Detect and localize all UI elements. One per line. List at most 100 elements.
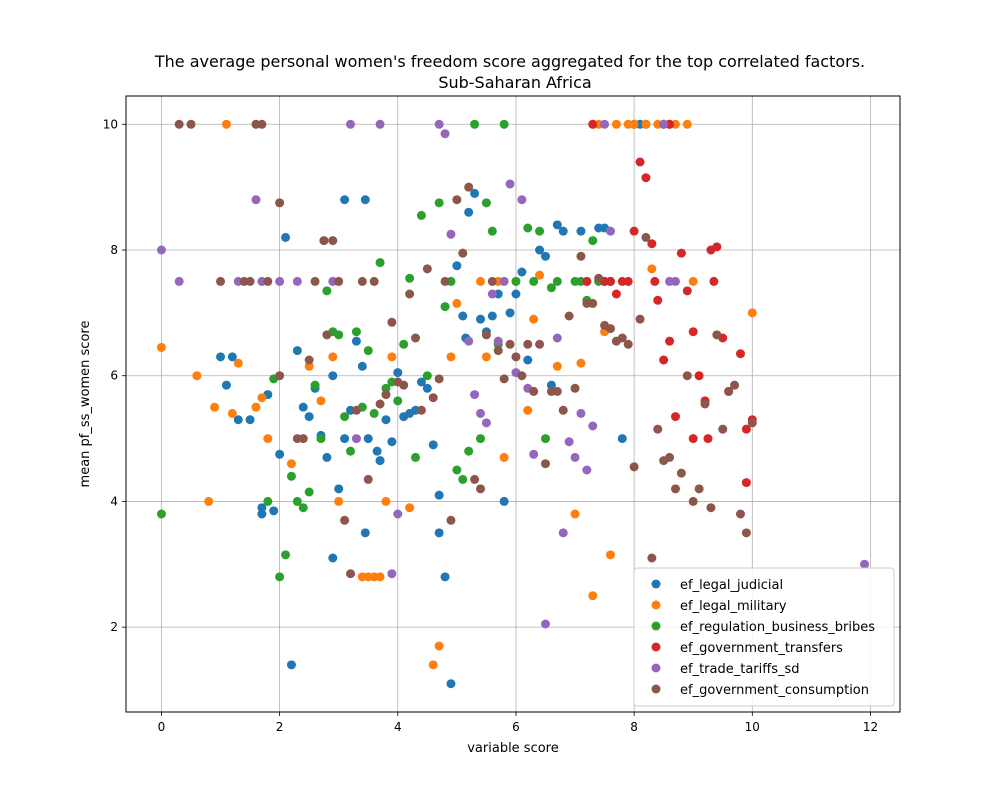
data-point	[582, 465, 592, 475]
data-point	[227, 352, 237, 362]
data-point	[706, 503, 716, 513]
data-point	[659, 119, 669, 129]
data-point	[558, 405, 568, 415]
data-point	[594, 273, 604, 283]
data-point	[641, 173, 651, 183]
data-point	[245, 276, 255, 286]
data-point	[156, 245, 166, 255]
data-point	[156, 509, 166, 519]
data-point	[611, 119, 621, 129]
data-point	[741, 528, 751, 538]
data-point	[322, 452, 332, 462]
data-point	[665, 336, 675, 346]
data-point	[458, 311, 468, 321]
data-point	[570, 452, 580, 462]
data-point	[464, 336, 474, 346]
legend-entry-label: ef_trade_tariffs_sd	[680, 662, 800, 677]
data-point	[322, 330, 332, 340]
legend-marker	[651, 621, 661, 631]
data-point	[481, 330, 491, 340]
data-point	[470, 474, 480, 484]
data-point	[709, 276, 719, 286]
data-point	[476, 484, 486, 494]
data-point	[499, 119, 509, 129]
data-point	[641, 232, 651, 242]
data-point	[476, 434, 486, 444]
data-point	[493, 336, 503, 346]
data-point	[487, 311, 497, 321]
data-point	[464, 446, 474, 456]
data-point	[360, 528, 370, 538]
data-point	[346, 119, 356, 129]
data-point	[334, 484, 344, 494]
data-point	[428, 393, 438, 403]
data-point	[310, 276, 320, 286]
data-point	[688, 434, 698, 444]
data-point	[434, 119, 444, 129]
data-point	[346, 446, 356, 456]
data-point	[233, 415, 243, 425]
data-point	[375, 258, 385, 268]
data-point	[363, 474, 373, 484]
data-point	[304, 487, 314, 497]
data-point	[298, 434, 308, 444]
data-point	[399, 380, 409, 390]
data-point	[523, 405, 533, 415]
legend-marker	[651, 663, 661, 673]
legend-entry-label: ef_regulation_business_bribes	[680, 620, 875, 635]
chart-title: The average personal women's freedom sco…	[154, 52, 865, 71]
data-point	[363, 346, 373, 356]
data-point	[470, 188, 480, 198]
data-point	[334, 276, 344, 286]
data-point	[346, 569, 356, 579]
data-point	[623, 339, 633, 349]
data-point	[676, 468, 686, 478]
data-point	[617, 333, 627, 343]
data-point	[281, 550, 291, 560]
data-point	[286, 471, 296, 481]
data-point	[416, 210, 426, 220]
data-point	[440, 302, 450, 312]
data-point	[499, 276, 509, 286]
data-point	[381, 496, 391, 506]
data-point	[328, 352, 338, 362]
data-point	[446, 229, 456, 239]
data-point	[611, 289, 621, 299]
data-point	[570, 509, 580, 519]
x-tick-label: 10	[745, 720, 760, 734]
data-point	[304, 355, 314, 365]
data-point	[730, 380, 740, 390]
data-point	[511, 289, 521, 299]
data-point	[257, 119, 267, 129]
data-point	[464, 207, 474, 217]
y-tick-label: 10	[103, 117, 118, 131]
data-point	[446, 679, 456, 689]
data-point	[505, 179, 515, 189]
data-point	[476, 408, 486, 418]
data-point	[546, 380, 556, 390]
data-point	[682, 119, 692, 129]
data-point	[275, 572, 285, 582]
chart-subtitle: Sub-Saharan Africa	[438, 73, 591, 92]
data-point	[227, 408, 237, 418]
data-point	[635, 314, 645, 324]
data-point	[257, 393, 267, 403]
legend-entry-label: ef_legal_military	[680, 599, 787, 614]
data-point	[650, 276, 660, 286]
data-point	[487, 276, 497, 286]
data-point	[174, 119, 184, 129]
data-point	[564, 437, 574, 447]
legend-marker	[651, 642, 661, 652]
data-point	[316, 396, 326, 406]
data-point	[659, 355, 669, 365]
data-point	[411, 452, 421, 462]
data-point	[381, 383, 391, 393]
plot-area: 0 2 4 6 8 10 12 2 4 6 8 10	[103, 95, 901, 734]
data-point	[328, 236, 338, 246]
data-point	[481, 418, 491, 428]
data-point	[635, 157, 645, 167]
data-point	[446, 352, 456, 362]
y-tick-label: 6	[110, 369, 118, 383]
data-point	[375, 572, 385, 582]
data-point	[487, 226, 497, 236]
